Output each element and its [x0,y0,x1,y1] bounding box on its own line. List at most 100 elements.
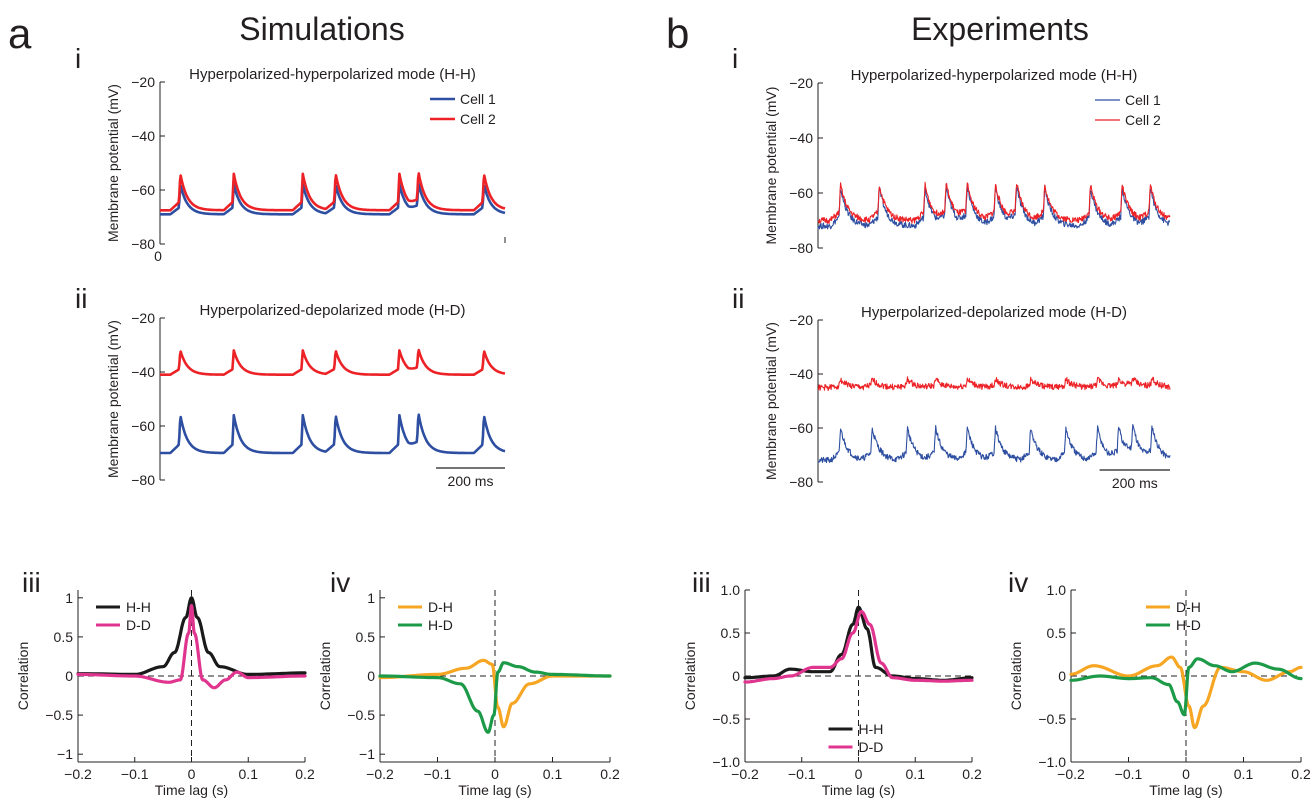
panel-label-a_i: i [75,43,81,74]
legend-label: Cell 2 [1125,112,1161,128]
y-tick-label: −80 [131,236,155,252]
panel-b-title: Experiments [911,11,1089,47]
x-axis-label: Time lag (s) [822,782,895,798]
y-tick-label: 1.0 [1047,582,1067,598]
panel-a-letter: a [8,10,32,57]
y-tick-label: −20 [131,74,155,90]
x-tick-label: 0.2 [962,766,982,782]
y-tick-label: −60 [131,182,155,198]
series-line-cell-2 [817,181,1171,224]
series-line-cell-2 [817,376,1171,391]
y-tick-label: 0.5 [721,625,741,641]
x-tick-label: 0 [188,766,196,782]
legend-label: D-H [1176,599,1201,615]
series-line-cell-1 [817,423,1171,464]
x-tick-label: 0.2 [1291,766,1311,782]
chart-b_iv: iv 1.0 0.5 0 −0.5 −1.0 Correlation −0.2 −0.1 0 0.1… [1008,567,1311,798]
y-tick-label: 0.5 [356,629,376,645]
x-tick-label: −0.2 [731,766,759,782]
y-axis-label: Membrane potential (mV) [763,87,779,245]
y-tick-label: −1.0 [1038,754,1066,770]
series-line-cell-1 [159,182,506,216]
y-axis-label: Membrane potential (mV) [763,322,779,480]
x-axis-label: Time lag (s) [458,782,531,798]
y-tick-label: −40 [131,364,155,380]
y-tick-label: −80 [789,240,813,256]
y-axis-label: Correlation [1008,642,1024,710]
series-line-cell-2 [159,172,506,212]
x-axis-label: Time lag (s) [155,782,228,798]
y-tick-label: 0 [732,668,740,684]
x-tick-label: −0.2 [366,766,394,782]
y-tick-label: −20 [789,75,813,91]
y-tick-label: −80 [789,474,813,490]
x-tick-label: 0 [491,766,499,782]
charts-layer: i Hyperpolarized-hyperpolarized mode (H-H… [15,43,1311,798]
y-axis-label: Membrane potential (mV) [105,320,121,478]
y-axis-label: Correlation [15,642,31,710]
y-tick-label: 0 [367,668,375,684]
y-tick-label: −1.0 [712,754,740,770]
y-axis-label: Correlation [682,642,698,710]
x-tick-label: 0 [1182,766,1190,782]
y-tick-label: −60 [131,418,155,434]
panel-label-a_ii: ii [75,283,87,314]
x-tick-label: 0.1 [543,766,563,782]
series-line-cell-1 [159,413,506,455]
scale-bar-label: 200 ms [1112,475,1158,491]
chart-title-b_i: Hyperpolarized-hyperpolarized mode (H-H) [851,67,1138,84]
y-tick-label: −0.5 [347,707,375,723]
y-tick-label: −0.5 [45,707,73,723]
legend-label: Cell 1 [460,91,496,107]
legend-label: D-D [859,739,884,755]
y-tick-label: 1 [367,590,375,606]
panel-a-title: Simulations [239,11,404,47]
legend-label: H-D [428,617,453,633]
x-tick-label: −0.2 [64,766,92,782]
series-line-d-d [76,604,307,690]
y-tick-label: −60 [789,185,813,201]
chart-b_iii: iii 1.0 0.5 0 −0.5 −1.0 Correlation −0.2 −0.1 0 0.… [682,567,982,798]
chart-b_ii: ii Hyperpolarized-depolarized mode (H-D) −… [732,283,1171,491]
x-tick-label: −0.1 [121,766,149,782]
series-line-d-h [1069,655,1303,730]
y-tick-label: −20 [789,312,813,328]
x-tick-label: 0.1 [906,766,926,782]
panel-label-a_iii: iii [22,567,41,598]
chart-a_iv: iv 1 0.5 0 −0.5 −1 Correlation −0.2 −0.1 0 0.1 0.2 T… [317,567,620,798]
series-line-h-d [1069,657,1303,717]
legend-label: D-D [126,617,151,633]
y-tick-label: 0 [65,668,73,684]
panel-label-a_iv: iv [330,567,350,598]
y-tick-label: −0.5 [712,711,740,727]
chart-b_i: i Hyperpolarized-hyperpolarized mode (H-H… [732,43,1171,256]
x-axis-label: Time lag (s) [1149,782,1222,798]
chart-a_i: i Hyperpolarized-hyperpolarized mode (H-H… [75,43,506,264]
series-line-h-d [378,661,612,734]
x-tick-label: 0.2 [600,766,620,782]
y-tick-label: −60 [789,420,813,436]
y-tick-label: −0.5 [1038,711,1066,727]
panel-label-b_iv: iv [1008,567,1028,598]
y-tick-label: −40 [131,128,155,144]
chart-a_ii: ii Hyperpolarized-depolarized mode (H-D) −… [75,283,506,489]
legend-label: Cell 2 [460,111,496,127]
legend-label: H-H [126,599,151,615]
series-line-cell-2 [159,348,506,376]
chart-title-a_i: Hyperpolarized-hyperpolarized mode (H-H) [189,66,476,83]
x-tick-label: 0 [855,766,863,782]
y-tick-label: −40 [789,366,813,382]
y-tick-label: 1.0 [721,582,741,598]
x-tick-label: 0.1 [1234,766,1254,782]
legend-label: H-H [859,721,884,737]
panel-b-letter: b [666,10,689,57]
series-line-h-h [743,605,974,682]
chart-a_iii: iii 1 0.5 0 −0.5 −1 Correlation −0.2 −0.1 0 0.1 0.2… [15,567,315,798]
legend-label: Cell 1 [1125,92,1161,108]
series-line-d-d [743,609,974,684]
series-line-h-h [76,596,307,676]
scale-bar-label: 200 ms [448,473,494,489]
chart-title-a_ii: Hyperpolarized-depolarized mode (H-D) [200,302,466,319]
y-tick-label: 0 [1058,668,1066,684]
